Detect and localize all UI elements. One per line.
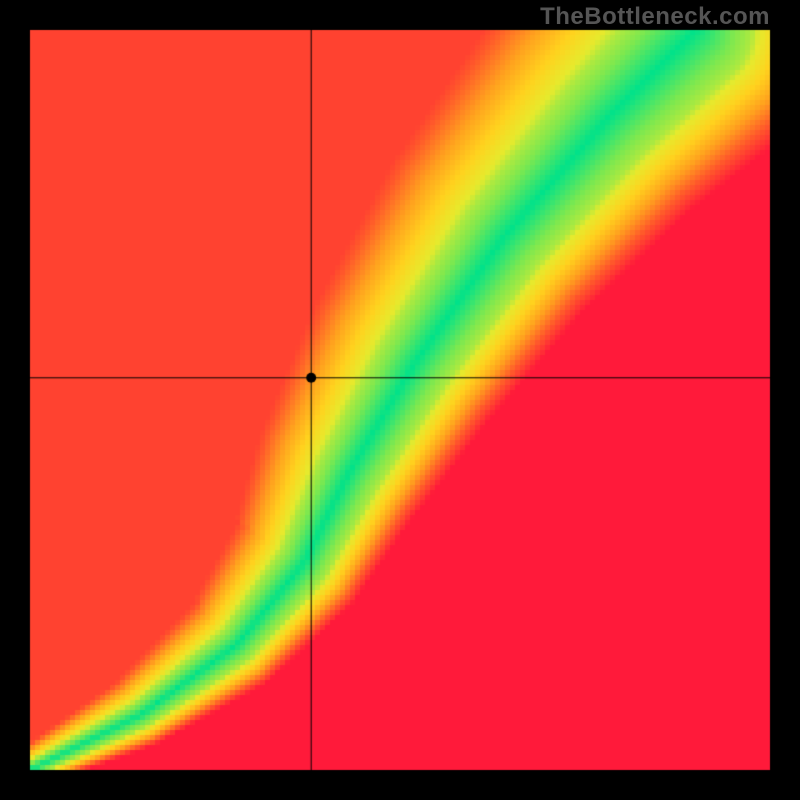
chart-container: TheBottleneck.com [0,0,800,800]
bottleneck-heatmap [0,0,800,800]
watermark-text: TheBottleneck.com [540,3,770,31]
